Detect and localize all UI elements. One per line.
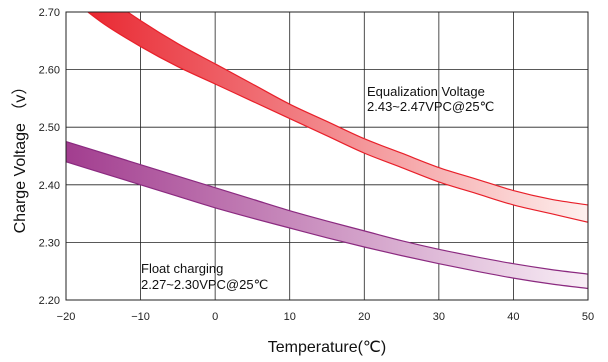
equalization-label-line1: Equalization Voltage [367, 84, 485, 99]
x-tick-label: 20 [358, 311, 370, 323]
y-tick-label: 2.40 [39, 180, 60, 192]
series-bands [66, 12, 588, 290]
y-tick-label: 2.50 [39, 122, 60, 134]
series-band [66, 140, 588, 290]
y-tick-label: 2.20 [39, 295, 60, 307]
x-tick-label: −10 [131, 311, 150, 323]
equalization-label-line2: 2.43~2.47VPC@25℃ [367, 99, 494, 114]
y-tick-label: 2.60 [39, 65, 60, 77]
plot-frame [65, 11, 589, 301]
y-tick-label: 2.30 [39, 237, 60, 249]
x-tick-labels: −20 −10 0 10 20 30 40 50 [57, 311, 594, 323]
series-band [86, 12, 588, 223]
x-tick-label: 40 [507, 311, 519, 323]
float-label-line1: Float charging [141, 261, 223, 276]
x-tick-label: 0 [212, 311, 218, 323]
x-axis-title: Temperature(℃) [268, 339, 386, 356]
x-tick-label: 30 [433, 311, 445, 323]
float-label-line2: 2.27~2.30VPC@25℃ [141, 277, 268, 292]
y-tick-labels: 2.20 2.30 2.40 2.50 2.60 2.70 [39, 7, 60, 307]
x-tick-label: 50 [582, 311, 594, 323]
y-axis-title: Charge Voltage （v） [11, 79, 29, 234]
y-tick-label: 2.70 [39, 7, 60, 19]
x-tick-label: −20 [57, 311, 76, 323]
grid [65, 11, 589, 301]
x-tick-label: 10 [284, 311, 296, 323]
